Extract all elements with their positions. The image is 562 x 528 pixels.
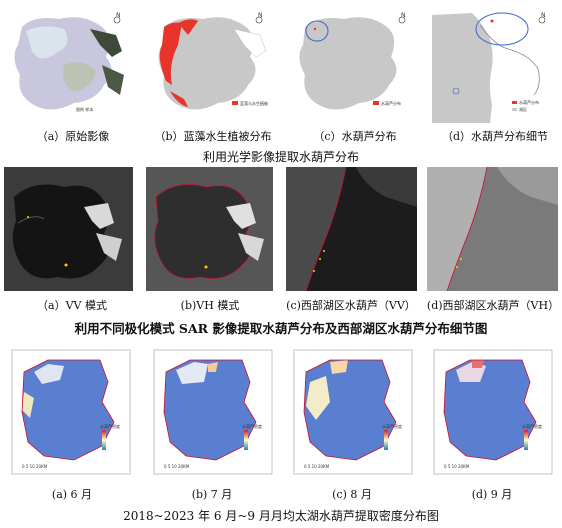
panel-2c-west-hyacinth-vv (286, 167, 417, 291)
caption-3d: (d) 9 月 (471, 488, 513, 501)
caption-1c: （c）水葫芦分布 (313, 130, 397, 143)
panel-1b-algae-vegetation: 蓝藻与水生植被 N (148, 5, 276, 123)
caption-2a: （a）VV 模式 (37, 299, 107, 312)
panel-1a-original-image: N 图例 样本 (4, 5, 135, 123)
caption-2c: (c)西部湖区水葫芦（VV） (286, 299, 416, 312)
svg-text:0 5 10 20KM: 0 5 10 20KM (444, 464, 470, 469)
panel-1d-hyacinth-detail: 水葫芦分布 湖区 N (432, 5, 558, 123)
caption-1b: （b）蓝藻水生植被分布 (154, 130, 272, 143)
panel-3d-september-density: 水葫芦密度 0 5 10 20KM (426, 342, 558, 480)
svg-text:N: N (116, 12, 121, 19)
svg-text:0 5 10 20KM: 0 5 10 20KM (164, 464, 190, 469)
svg-text:水葫芦分布: 水葫芦分布 (519, 99, 539, 105)
panel-2b-vh-mode (146, 167, 273, 291)
svg-text:湖区: 湖区 (519, 106, 527, 112)
panel-3a-june-density: 水葫芦密度 0 5 10 20KM (4, 342, 136, 480)
svg-text:图例 样本: 图例 样本 (76, 106, 93, 112)
caption-3b: (b) 7 月 (191, 488, 233, 501)
panel-2a-vv-mode (4, 167, 133, 291)
caption-3a: (a) 6 月 (51, 488, 93, 501)
caption-1a: （a）原始影像 (36, 130, 110, 143)
row1-title: 利用光学影像提取水葫芦分布 (202, 150, 359, 164)
svg-text:蓝藻与水生植被: 蓝藻与水生植被 (240, 100, 268, 106)
svg-text:水葫芦密度: 水葫芦密度 (382, 423, 402, 429)
panel-3b-july-density: 水葫芦密度 0 5 10 20KM (146, 342, 278, 480)
caption-2d: (d)西部湖区水葫芦（VH） (426, 299, 560, 312)
svg-text:水葫芦密度: 水葫芦密度 (522, 423, 542, 429)
svg-text:N: N (401, 12, 406, 19)
caption-2b: (b)VH 模式 (180, 299, 240, 312)
panel-1c-hyacinth: 水葫芦分布 N (289, 5, 420, 123)
svg-text:N: N (541, 12, 546, 19)
svg-text:水葫芦密度: 水葫芦密度 (242, 423, 262, 429)
caption-1d: （d）水葫芦分布细节 (441, 130, 549, 143)
row2-title: 利用不同极化模式 SAR 影像提取水葫芦分布及西部湖区水葫芦分布细节图 (74, 321, 488, 336)
svg-text:水葫芦密度: 水葫芦密度 (100, 423, 120, 429)
caption-3c: (c) 8 月 (332, 488, 372, 501)
svg-text:水葫芦分布: 水葫芦分布 (381, 100, 401, 106)
svg-text:0 5 10 20KM: 0 5 10 20KM (22, 464, 48, 469)
svg-text:0 5 10 20KM: 0 5 10 20KM (304, 464, 330, 469)
row3-title: 2018~2023 年 6 月~9 月月均太湖水葫芦提取密度分布图 (123, 509, 439, 523)
panel-2d-west-hyacinth-vh (427, 167, 558, 291)
svg-text:N: N (258, 12, 263, 19)
panel-3c-august-density: 水葫芦密度 0 5 10 20KM (286, 342, 418, 480)
